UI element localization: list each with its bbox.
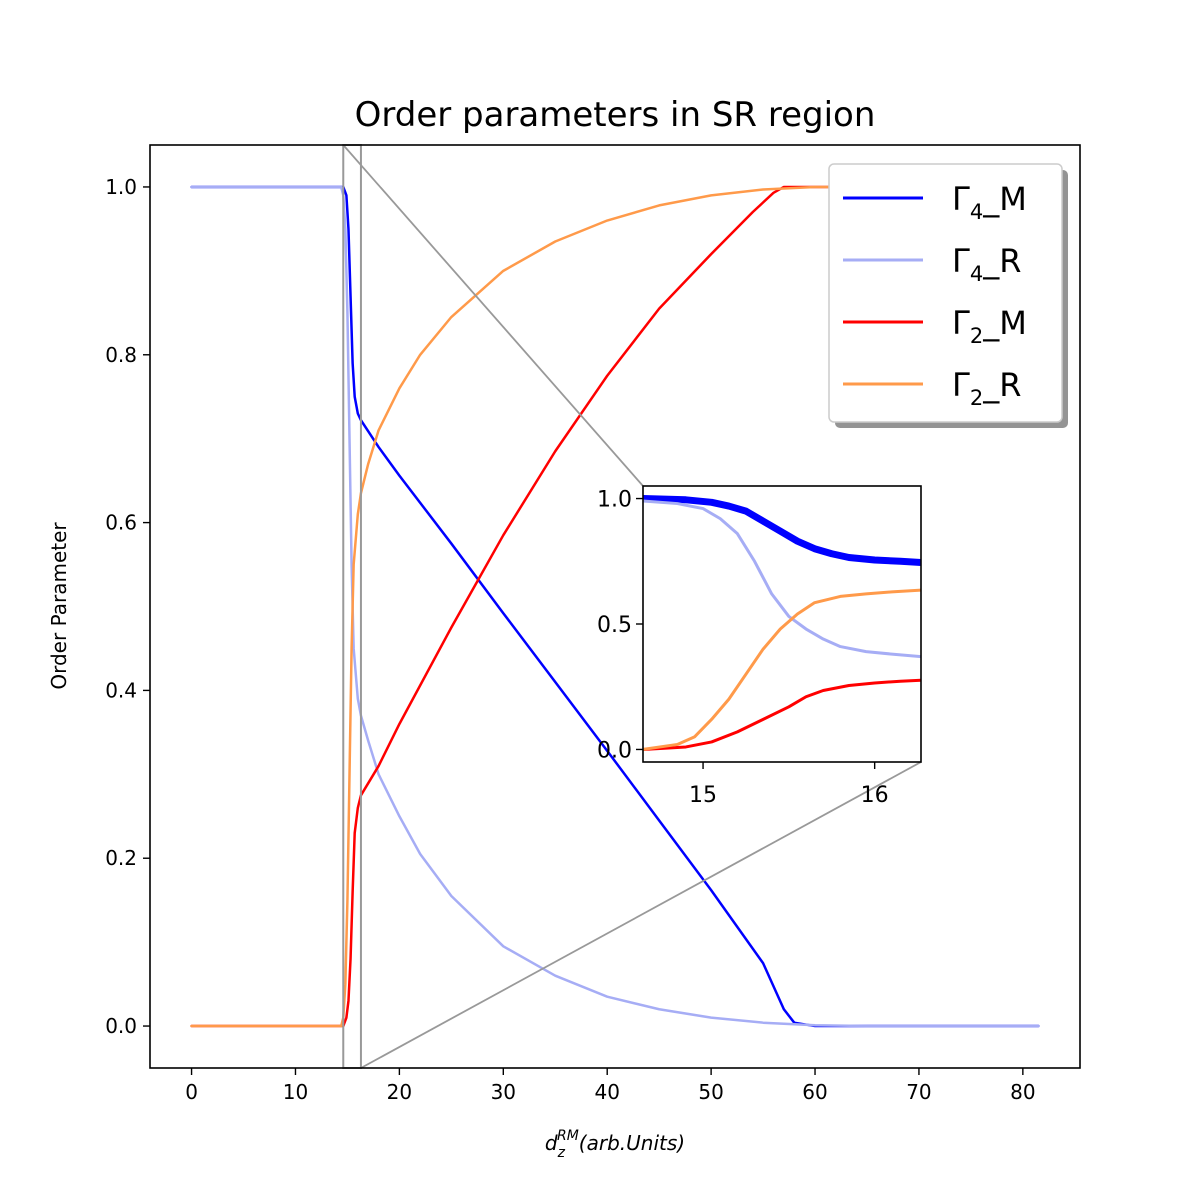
main-plot-frame	[149, 144, 1081, 1069]
inset-plot-background	[643, 486, 921, 762]
inset-series-2-m	[643, 678, 921, 751]
main-x-tick-label: 30	[491, 1080, 516, 1104]
inset-series-4-m	[643, 495, 921, 567]
main-y-ticks: 0.0 0.2 0.4 0.6 0.8 1.0	[105, 175, 150, 1038]
legend: Γ4_M Γ4_R Γ2_M Γ2_R	[828, 163, 1068, 428]
y-axis-label: Order Parameter	[47, 522, 71, 690]
main-y-tick-label: 0.6	[105, 511, 137, 535]
main-x-tick-label: 10	[283, 1080, 308, 1104]
main-series-2-m	[190, 185, 1040, 1028]
main-x-tick-label: 0	[185, 1080, 198, 1104]
zoom-connector-top	[342, 144, 644, 487]
legend-box	[828, 163, 1063, 423]
main-series-2-r	[190, 185, 1040, 1028]
main-series-group	[190, 185, 1040, 1028]
legend-label-4-r: Γ4_R	[952, 242, 1021, 286]
zoom-connector-bottom	[360, 761, 922, 1069]
main-x-tick-label: 80	[1010, 1080, 1035, 1104]
main-y-tick-label: 0.4	[105, 678, 137, 702]
chart-title: Order parameters in SR region	[355, 95, 876, 135]
inset-plot-area: 15 16 0.00.51.0	[597, 485, 922, 808]
inset-x-tick-label: 16	[861, 783, 889, 808]
legend-label-2-m: Γ2_M	[952, 304, 1027, 348]
main-series-4-r	[190, 185, 1040, 1028]
main-y-tick-label: 0.0	[105, 1014, 137, 1038]
inset-series-2-r	[643, 588, 921, 751]
legend-label-2-r: Γ2_R	[952, 366, 1021, 410]
inset-x-tick-label: 15	[689, 783, 717, 808]
inset-y-tick-label: 0.5	[597, 613, 632, 638]
inset-y-tick-label: 0.0	[597, 738, 632, 763]
legend-label-4-m: Γ4_M	[952, 180, 1027, 224]
inset-x-ticks: 15 16	[689, 762, 889, 808]
main-y-tick-label: 0.8	[105, 343, 137, 367]
x-axis-label: dzRM(arb.Units)	[545, 1128, 685, 1161]
main-x-ticks: 0 10 20 30 40 50 60 70 80	[185, 1068, 1036, 1104]
main-x-tick-label: 70	[906, 1080, 931, 1104]
main-y-tick-label: 0.2	[105, 846, 137, 870]
main-x-tick-label: 20	[387, 1080, 412, 1104]
main-series-4-m	[190, 185, 1040, 1028]
inset-y-ticks: 0.0 0.5 1.0	[597, 488, 643, 763]
main-x-tick-label: 60	[802, 1080, 827, 1104]
inset-series-group	[643, 495, 921, 751]
main-y-tick-label: 1.0	[105, 175, 137, 199]
inset-series-4-r	[643, 499, 921, 659]
main-x-tick-label: 50	[698, 1080, 723, 1104]
legend-items: Γ4_M Γ4_R Γ2_M Γ2_R	[843, 180, 1027, 410]
main-x-tick-label: 40	[594, 1080, 619, 1104]
inset-y-tick-label: 1.0	[597, 488, 632, 513]
